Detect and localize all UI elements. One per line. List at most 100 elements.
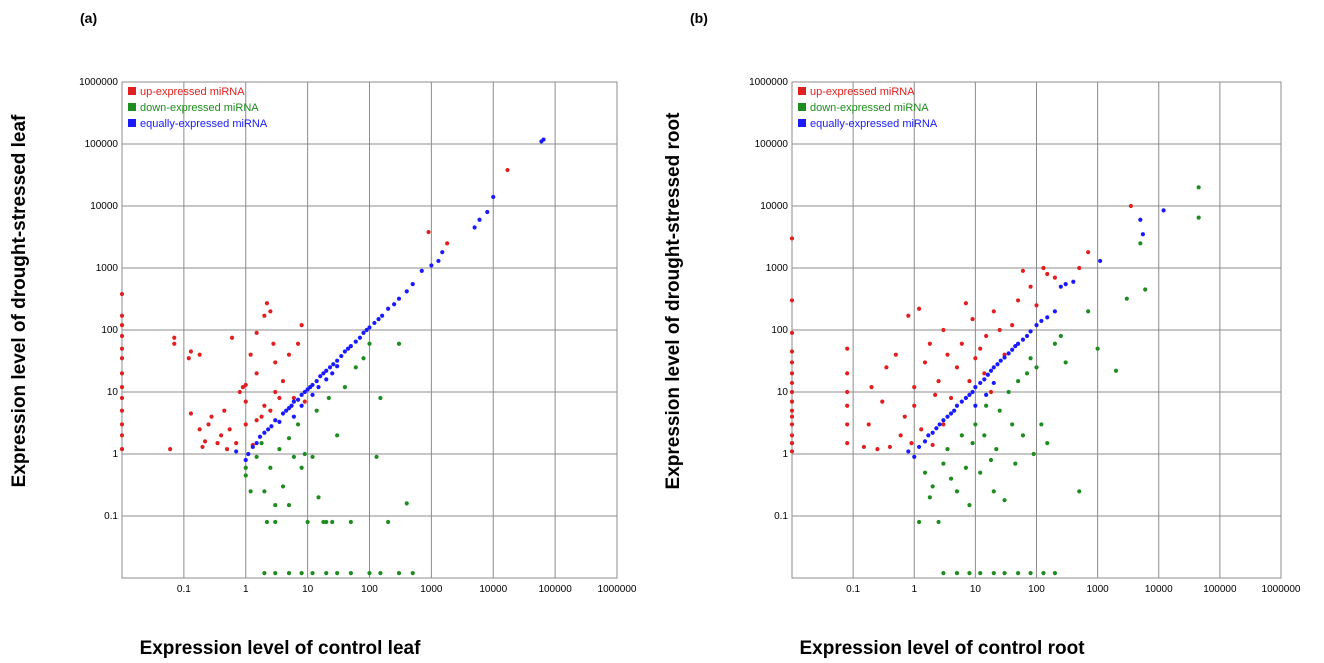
point-down: [927, 495, 932, 500]
point-down: [280, 484, 286, 489]
point-down: [988, 457, 994, 463]
point-up: [789, 408, 795, 413]
point-up: [168, 446, 173, 452]
point-down: [273, 502, 278, 508]
point-down: [299, 465, 304, 470]
point-down: [1052, 570, 1058, 576]
point-down: [1045, 440, 1050, 446]
y-tick-label: 1000000: [749, 77, 788, 88]
point-up: [875, 446, 880, 452]
point-down: [268, 465, 273, 470]
y-tick-label: 100000: [755, 139, 789, 150]
point-down: [930, 484, 935, 489]
point-up: [789, 236, 795, 241]
point-down: [243, 465, 248, 470]
point-up: [866, 422, 871, 427]
x-tick-label: 100: [361, 584, 378, 595]
point-equal: [1034, 322, 1039, 328]
point-up: [254, 418, 259, 423]
legend-swatch-equal: [128, 119, 136, 127]
point-equal: [302, 389, 307, 395]
x-tick-label: 10000: [1145, 584, 1173, 595]
point-equal: [1028, 329, 1033, 334]
point-up: [299, 322, 304, 328]
point-up: [445, 241, 450, 246]
point-down: [970, 440, 975, 446]
point-down: [361, 356, 366, 361]
point-down: [305, 519, 310, 525]
point-down: [324, 519, 329, 525]
point-equal: [1138, 217, 1143, 222]
x-axis-label: Expression level of control leaf: [139, 638, 421, 659]
point-up: [1020, 268, 1026, 273]
point-up: [248, 352, 253, 357]
point-equal: [299, 403, 304, 408]
legend-label-down: down-expressed miRNA: [140, 102, 259, 114]
point-up: [991, 309, 996, 314]
x-tick-label: 1000: [420, 584, 443, 595]
point-equal: [988, 368, 994, 373]
x-tick-label: 100: [1028, 584, 1045, 595]
point-equal: [291, 414, 296, 419]
point-down: [1002, 498, 1007, 503]
point-up: [1077, 265, 1082, 271]
point-up: [789, 349, 795, 354]
point-up: [922, 360, 928, 365]
point-equal: [310, 382, 315, 388]
point-down: [1086, 309, 1091, 314]
point-down: [916, 519, 922, 525]
point-down: [1143, 287, 1148, 292]
point-equal: [289, 403, 294, 408]
y-tick-label: 1000: [766, 263, 789, 274]
point-up: [941, 422, 946, 427]
point-up: [789, 298, 795, 303]
point-up: [119, 371, 125, 376]
point-up: [941, 327, 946, 333]
y-tick-label: 100: [101, 325, 118, 336]
point-equal: [970, 389, 975, 395]
point-up: [197, 427, 202, 432]
x-tick-label: 10: [970, 584, 982, 595]
point-equal: [982, 377, 987, 382]
point-down: [324, 570, 329, 576]
panel-label: (b): [690, 10, 708, 26]
point-up: [887, 444, 893, 450]
point-down: [326, 395, 331, 401]
point-down: [378, 395, 383, 401]
y-tick-label: 100000: [85, 139, 119, 150]
point-up: [202, 439, 208, 444]
point-up: [186, 356, 191, 361]
point-equal: [339, 353, 344, 359]
point-equal: [945, 414, 950, 419]
x-tick-label: 100000: [1203, 584, 1237, 595]
point-equal: [1140, 232, 1145, 237]
x-tick-label: 1000000: [598, 584, 637, 595]
point-up: [264, 301, 270, 306]
point-down: [291, 454, 296, 459]
point-down: [963, 465, 969, 470]
point-up: [172, 335, 177, 340]
point-down: [262, 570, 267, 576]
point-equal: [1013, 343, 1018, 349]
point-equal: [991, 365, 996, 370]
point-up: [909, 440, 914, 446]
point-down: [286, 570, 292, 576]
point-down: [1095, 346, 1100, 351]
point-up: [188, 349, 194, 354]
point-equal: [243, 457, 248, 463]
point-equal: [922, 439, 928, 444]
point-up: [215, 440, 220, 446]
point-up: [262, 403, 267, 408]
point-down: [396, 341, 402, 346]
point-equal: [342, 349, 347, 354]
point-down: [367, 341, 372, 346]
point-up: [869, 384, 874, 390]
point-equal: [978, 380, 983, 386]
point-down: [259, 440, 264, 446]
point-down: [922, 470, 928, 475]
point-up: [988, 389, 994, 395]
point-equal: [262, 430, 267, 435]
point-up: [916, 306, 922, 311]
point-down: [1113, 368, 1119, 373]
point-equal: [937, 422, 942, 427]
